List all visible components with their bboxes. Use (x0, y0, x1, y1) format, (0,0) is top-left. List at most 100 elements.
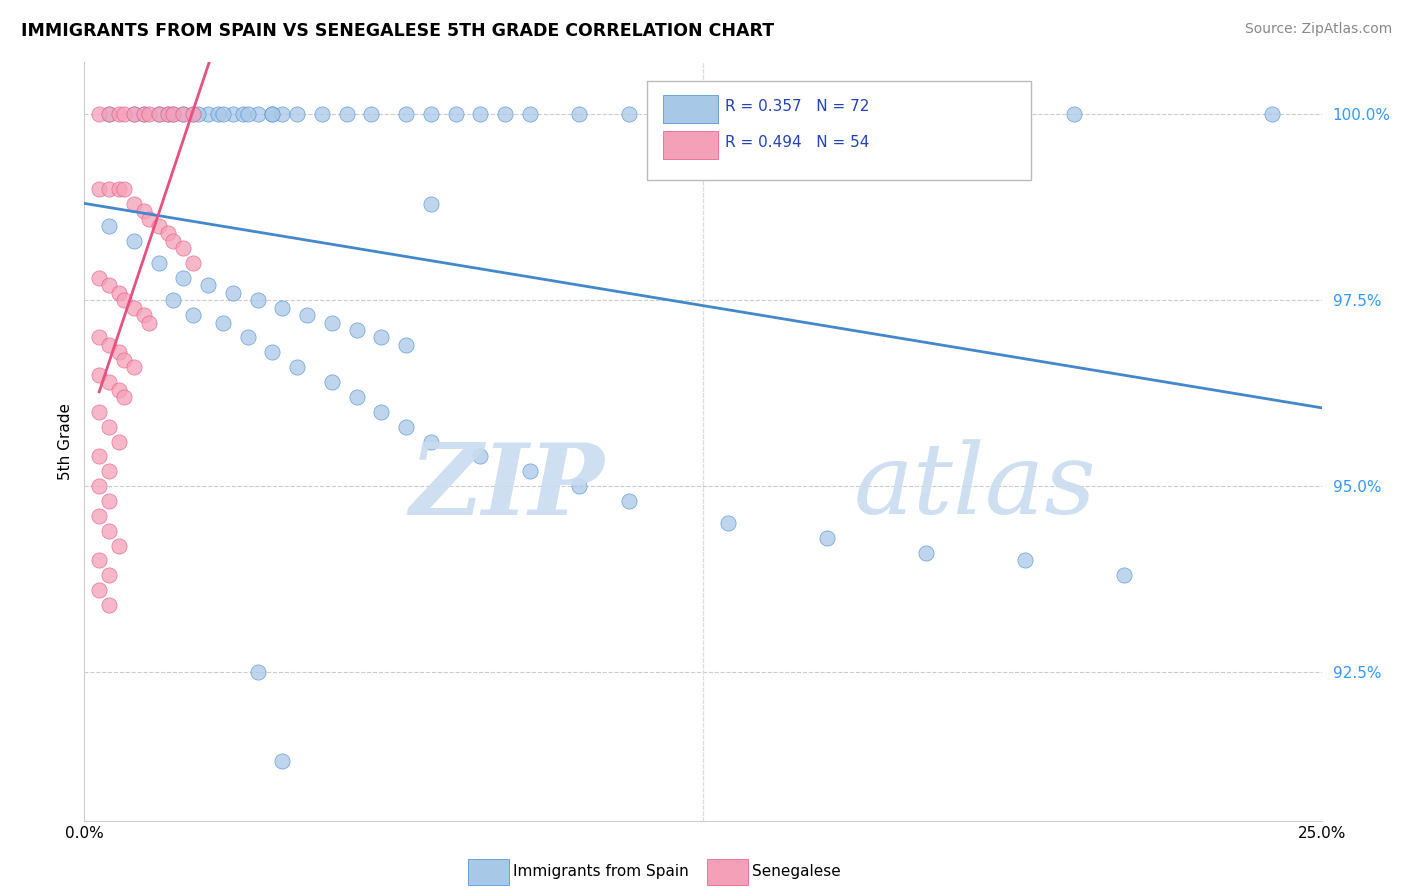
Point (108, 383, 131, 397)
Point (262, 107, 284, 121)
Point (1063, 107, 1085, 121)
Point (172, 107, 194, 121)
Y-axis label: 5th Grade: 5th Grade (58, 403, 73, 480)
Point (89, 330, 111, 344)
Point (1261, 107, 1284, 121)
Point (162, 234, 184, 248)
Point (98, 107, 121, 121)
Point (395, 107, 418, 121)
Point (108, 539, 131, 553)
Point (89, 271, 111, 285)
Point (519, 107, 541, 121)
Point (148, 219, 170, 233)
Point (187, 107, 209, 121)
Point (232, 107, 254, 121)
Point (212, 107, 235, 121)
Text: IMMIGRANTS FROM SPAIN VS SENEGALESE 5TH GRADE CORRELATION CHART: IMMIGRANTS FROM SPAIN VS SENEGALESE 5TH … (21, 22, 775, 40)
Point (236, 330, 259, 344)
Text: Senegalese: Senegalese (752, 864, 841, 879)
Point (89, 182, 111, 196)
Point (346, 390, 368, 404)
Point (295, 308, 318, 322)
Point (197, 107, 219, 121)
Point (148, 107, 170, 121)
Point (98, 524, 121, 538)
Point (89, 508, 111, 523)
Point (815, 531, 838, 545)
Point (617, 494, 640, 508)
Point (370, 405, 392, 419)
Point (98, 598, 121, 612)
Point (1112, 568, 1135, 582)
Point (617, 107, 640, 121)
Point (419, 107, 441, 121)
Point (98, 419, 121, 434)
FancyBboxPatch shape (664, 95, 718, 123)
Text: atlas: atlas (853, 440, 1097, 534)
Point (311, 107, 333, 121)
Point (98, 375, 121, 389)
Point (98, 568, 121, 582)
Point (271, 301, 294, 315)
Point (132, 204, 155, 219)
Point (122, 234, 145, 248)
Point (148, 256, 170, 270)
Point (321, 375, 343, 389)
Point (108, 107, 131, 121)
Point (122, 301, 145, 315)
Point (370, 330, 392, 344)
Point (236, 107, 259, 121)
Point (212, 316, 235, 330)
Point (98, 338, 121, 352)
Point (336, 107, 359, 121)
Point (112, 390, 135, 404)
Point (112, 352, 135, 367)
Point (494, 107, 516, 121)
Point (108, 182, 131, 196)
Point (172, 241, 194, 255)
Text: R = 0.494   N = 54: R = 0.494 N = 54 (725, 135, 870, 150)
Point (172, 107, 194, 121)
Point (162, 107, 184, 121)
Point (197, 278, 219, 293)
Point (271, 754, 294, 768)
Point (132, 107, 155, 121)
Point (148, 107, 170, 121)
Point (222, 107, 245, 121)
Point (89, 405, 111, 419)
Text: R = 0.357   N = 72: R = 0.357 N = 72 (725, 99, 870, 114)
Text: Source: ZipAtlas.com: Source: ZipAtlas.com (1244, 22, 1392, 37)
Point (138, 107, 160, 121)
Point (262, 345, 284, 359)
Point (138, 211, 160, 226)
Point (108, 434, 131, 449)
Point (470, 107, 492, 121)
Point (98, 182, 121, 196)
Point (112, 107, 135, 121)
Point (346, 323, 368, 337)
Point (717, 516, 740, 531)
Point (138, 316, 160, 330)
Point (89, 107, 111, 121)
Point (285, 360, 308, 375)
Point (207, 107, 229, 121)
Point (89, 368, 111, 382)
Point (162, 293, 184, 308)
Point (172, 271, 194, 285)
Point (181, 107, 204, 121)
Point (285, 107, 308, 121)
Point (717, 107, 740, 121)
Point (321, 316, 343, 330)
Point (470, 450, 492, 464)
Point (98, 219, 121, 233)
Point (395, 419, 418, 434)
Point (108, 285, 131, 300)
Point (98, 278, 121, 293)
Point (815, 107, 838, 121)
Point (519, 464, 541, 478)
Point (89, 479, 111, 493)
Point (132, 308, 155, 322)
Point (271, 107, 294, 121)
Point (157, 227, 180, 241)
Point (666, 107, 689, 121)
